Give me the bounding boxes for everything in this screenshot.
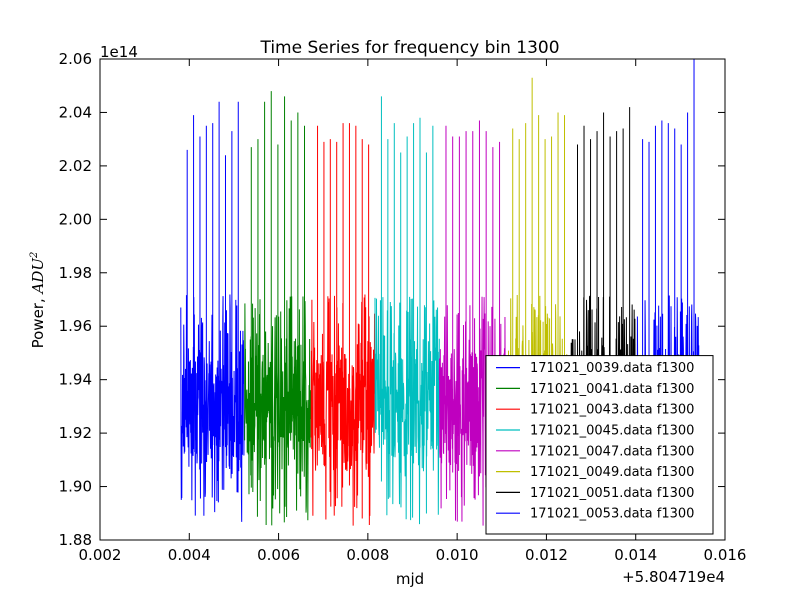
y-tick-label: 1.96 xyxy=(59,317,92,335)
legend-label: 171021_0041.data f1300 xyxy=(530,382,694,397)
series-line xyxy=(180,101,246,522)
plot-frame xyxy=(99,58,726,541)
y-axis-label: Power, ADU2 xyxy=(29,252,47,349)
y-tick-label: 1.98 xyxy=(59,264,92,282)
x-tick-label: 0.010 xyxy=(436,546,479,564)
series-line xyxy=(374,96,440,525)
x-tick-label: 0.002 xyxy=(79,546,122,564)
x-tick-label: 0.012 xyxy=(525,546,568,564)
legend-label: 171021_0039.data f1300 xyxy=(530,361,694,376)
series-layer xyxy=(180,59,701,527)
y-tick-label: 2.06 xyxy=(59,50,92,68)
x-tick-label: 0.008 xyxy=(346,546,389,564)
chart-title: Time Series for frequency bin 1300 xyxy=(259,38,559,58)
y-scale-label: 1e14 xyxy=(100,43,138,61)
y-axis-label-power: 2 xyxy=(29,252,40,259)
x-tick-label: 0.014 xyxy=(614,546,657,564)
legend-label: 171021_0049.data f1300 xyxy=(530,465,694,480)
y-tick-label: 2.00 xyxy=(59,210,92,228)
y-tick-label: 1.90 xyxy=(59,478,92,496)
y-tick-label: 2.02 xyxy=(59,157,92,175)
x-tick-label: 0.016 xyxy=(704,546,747,564)
x-axis-label: mjd xyxy=(396,570,424,588)
legend-label: 171021_0043.data f1300 xyxy=(530,403,694,418)
x-offset-label: +5.804719e4 xyxy=(622,568,725,586)
x-tick-label: 0.004 xyxy=(168,546,211,564)
legend-box xyxy=(485,355,714,535)
series-line xyxy=(505,77,572,527)
x-axis: 0.002 0.004 0.006 0.008 0.010 0.012 0.014 0.016 xyxy=(79,59,747,564)
legend-label: 171021_0047.data f1300 xyxy=(530,444,694,459)
y-axis: 1.88 1.90 1.92 1.94 1.96 1.98 2.00 2.02 2.04 2.06 xyxy=(59,50,725,549)
series-line xyxy=(244,91,312,526)
y-tick-label: 1.94 xyxy=(59,371,92,389)
legend: 171021_0039.data f1300 171021_0041.data f… xyxy=(485,355,714,535)
y-axis-label-text: Power, xyxy=(29,294,47,349)
series-line xyxy=(438,120,507,526)
legend-label: 171021_0051.data f1300 xyxy=(530,486,694,501)
x-tick-label: 0.006 xyxy=(257,546,300,564)
legend-label: 171021_0045.data f1300 xyxy=(530,424,694,439)
legend-label: 171021_0053.data f1300 xyxy=(530,507,694,522)
series-line xyxy=(310,123,376,526)
y-axis-label-unit: ADU xyxy=(29,257,47,296)
y-tick-label: 1.88 xyxy=(59,531,92,549)
y-tick-label: 1.92 xyxy=(59,424,92,442)
y-tick-label: 2.04 xyxy=(59,103,92,121)
